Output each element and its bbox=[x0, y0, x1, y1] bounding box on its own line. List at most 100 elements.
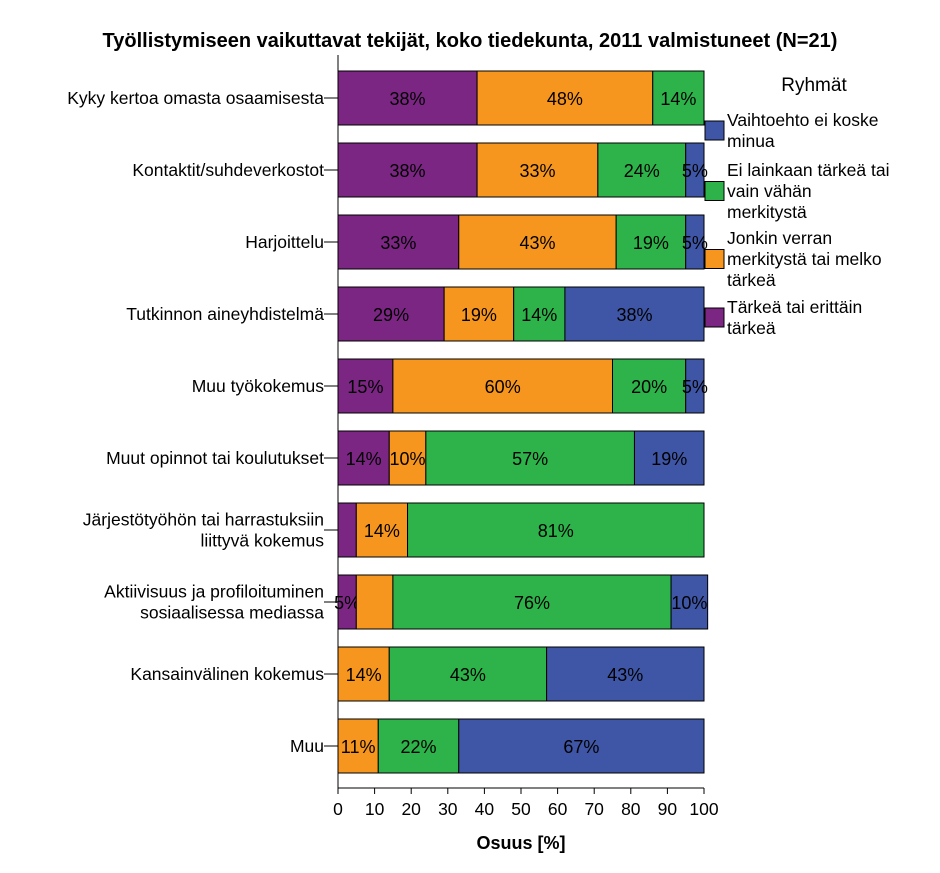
x-tick-label: 100 bbox=[689, 799, 718, 819]
data-label: 20% bbox=[631, 377, 667, 397]
data-label: 19% bbox=[651, 449, 687, 469]
data-label: 33% bbox=[519, 161, 555, 181]
bar-segment bbox=[443, 286, 515, 342]
data-label: 24% bbox=[624, 161, 660, 181]
data-label: 43% bbox=[607, 665, 643, 685]
x-tick-label: 10 bbox=[365, 799, 385, 819]
x-tick-label: 50 bbox=[511, 799, 531, 819]
bar-segment bbox=[337, 646, 390, 702]
category-label: Aktiivisuus ja profiloituminen bbox=[104, 582, 324, 602]
data-label: 5% bbox=[682, 161, 708, 181]
bar-segment bbox=[685, 358, 705, 414]
bar-segment bbox=[615, 214, 687, 270]
bar-segment bbox=[337, 214, 460, 270]
bar-segment bbox=[337, 286, 445, 342]
legend-swatch bbox=[704, 249, 725, 269]
legend-label: minua bbox=[727, 131, 775, 151]
data-label: 19% bbox=[633, 233, 669, 253]
bar-segment bbox=[355, 574, 394, 630]
data-label: 10% bbox=[390, 449, 426, 469]
bar-segment bbox=[513, 286, 566, 342]
data-label: 22% bbox=[401, 737, 437, 757]
bar-segment bbox=[633, 430, 705, 486]
bar-segment bbox=[685, 142, 705, 198]
legend-label: merkitystä bbox=[727, 202, 807, 222]
chart-title: Työllistymiseen vaikuttavat tekijät, kok… bbox=[102, 30, 838, 52]
bar-segment bbox=[476, 70, 654, 126]
data-label: 57% bbox=[512, 449, 548, 469]
bar-segment bbox=[388, 430, 427, 486]
bar-segment bbox=[337, 70, 478, 126]
data-label: 11% bbox=[341, 737, 376, 757]
bar-segment bbox=[355, 502, 409, 558]
category-label: Kyky kertoa omasta osaamisesta bbox=[67, 88, 324, 108]
bar-segment bbox=[392, 574, 672, 630]
bar-segment bbox=[337, 502, 357, 558]
bar-segment bbox=[458, 214, 617, 270]
data-label: 38% bbox=[616, 305, 652, 325]
x-tick-label: 60 bbox=[548, 799, 568, 819]
x-tick-label: 70 bbox=[584, 799, 604, 819]
bar-segment bbox=[670, 574, 709, 630]
bar-segment bbox=[685, 214, 705, 270]
legend-swatch bbox=[704, 120, 725, 141]
data-label: 48% bbox=[547, 89, 583, 109]
bar-segment bbox=[458, 718, 705, 774]
data-label: 43% bbox=[450, 665, 486, 685]
legend-swatch bbox=[704, 307, 725, 328]
x-tick-label: 40 bbox=[475, 799, 495, 819]
data-label: 14% bbox=[346, 449, 382, 469]
bar-segment bbox=[652, 70, 705, 126]
legend-label: tärkeä bbox=[727, 270, 776, 290]
data-label: 76% bbox=[514, 593, 550, 613]
data-label: 43% bbox=[519, 233, 555, 253]
legend-label: Ei lainkaan tärkeä tai bbox=[727, 160, 889, 180]
bar-segment bbox=[612, 358, 687, 414]
category-label: Kansainvälinen kokemus bbox=[130, 664, 324, 684]
bar-segment bbox=[407, 502, 705, 558]
category-label: sosiaalisessa mediassa bbox=[140, 603, 324, 623]
bar-segment bbox=[476, 142, 599, 198]
category-label: Muu bbox=[290, 736, 324, 756]
legend-label: merkitystä tai melko bbox=[727, 249, 882, 269]
data-label: 14% bbox=[660, 89, 696, 109]
category-label: Muu työkokemus bbox=[192, 376, 325, 396]
bar-segment bbox=[564, 286, 705, 342]
category-label: Harjoittelu bbox=[245, 232, 324, 252]
bar-segment bbox=[388, 646, 548, 702]
data-label: 33% bbox=[380, 233, 416, 253]
x-axis-label: Osuus [%] bbox=[476, 833, 565, 853]
data-label: 14% bbox=[521, 305, 557, 325]
x-tick-label: 30 bbox=[438, 799, 458, 819]
bar-segment bbox=[337, 358, 394, 414]
data-label: 5% bbox=[682, 377, 708, 397]
bar-segment bbox=[392, 358, 613, 414]
bar-segment bbox=[337, 142, 478, 198]
legend-title: Ryhmät bbox=[781, 75, 847, 96]
bar-segment bbox=[597, 142, 687, 198]
legend-swatch bbox=[704, 181, 725, 201]
data-label: 29% bbox=[373, 305, 409, 325]
x-tick-label: 0 bbox=[333, 799, 343, 819]
x-tick-label: 90 bbox=[658, 799, 678, 819]
x-tick-label: 20 bbox=[401, 799, 421, 819]
x-tick-label: 80 bbox=[621, 799, 641, 819]
legend-label: Jonkin verran bbox=[727, 228, 832, 248]
data-label: 15% bbox=[347, 377, 383, 397]
legend-label: vain vähän bbox=[727, 181, 812, 201]
legend-label: Tärkeä tai erittäin bbox=[727, 297, 862, 317]
data-label: 38% bbox=[390, 161, 426, 181]
bar-segment bbox=[337, 430, 390, 486]
data-label: 19% bbox=[461, 305, 497, 325]
data-label: 14% bbox=[364, 521, 400, 541]
legend-label: Vaihtoehto ei koske bbox=[727, 110, 878, 130]
data-label: 14% bbox=[346, 665, 382, 685]
data-label: 81% bbox=[538, 521, 574, 541]
category-label: Kontaktit/suhdeverkostot bbox=[132, 160, 324, 180]
data-label: 60% bbox=[485, 377, 521, 397]
data-label: 38% bbox=[390, 89, 426, 109]
category-label: Muut opinnot tai koulutukset bbox=[106, 448, 324, 468]
legend-label: tärkeä bbox=[727, 318, 776, 338]
data-label: 67% bbox=[563, 737, 599, 757]
